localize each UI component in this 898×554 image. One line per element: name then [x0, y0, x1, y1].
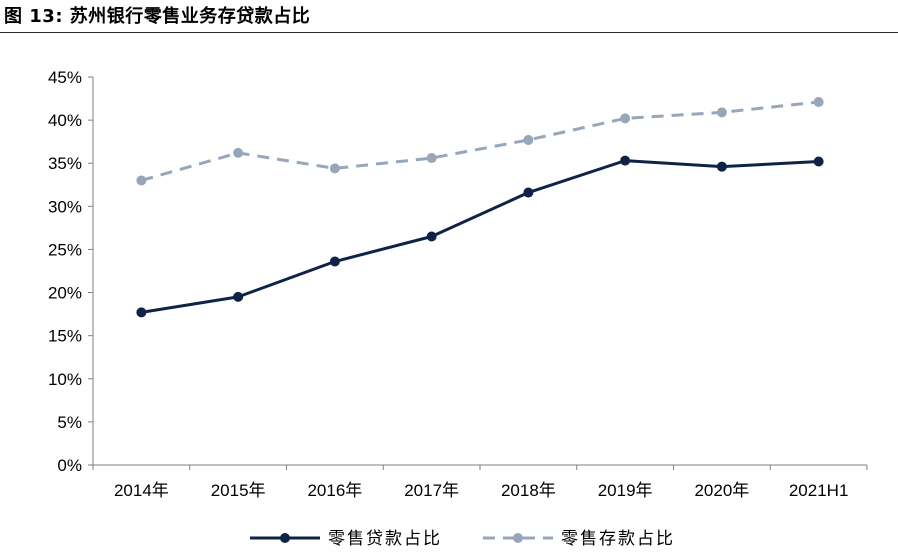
x-tick-label: 2016年 [307, 481, 362, 500]
x-tick-label: 2017年 [404, 481, 459, 500]
x-tick-label: 2020年 [694, 481, 749, 500]
x-tick-label: 2014年 [114, 481, 169, 500]
y-tick-label: 0% [57, 456, 82, 475]
y-axis-ticks: 0% 5% 10% 15% 20% 25% 30% 35% 40% 45% [48, 68, 93, 475]
data-point [329, 163, 340, 174]
chart-axes [92, 77, 867, 466]
chart-series [136, 97, 824, 318]
data-point [813, 97, 824, 108]
data-point [136, 307, 147, 318]
chart-legend: 零售贷款占比 零售存款占比 [250, 529, 675, 549]
legend-label: 零售贷款占比 [328, 529, 442, 549]
data-point [233, 147, 244, 158]
data-point [426, 231, 437, 242]
title-divider [0, 32, 898, 33]
y-tick-label: 25% [48, 240, 82, 259]
data-point [426, 153, 437, 164]
y-tick-label: 30% [48, 197, 82, 216]
y-tick-label: 15% [48, 327, 82, 346]
data-point [813, 156, 824, 167]
data-point [716, 161, 727, 172]
data-point [329, 256, 340, 267]
x-tick-label: 2018年 [501, 481, 556, 500]
x-tick-label: 2019年 [598, 481, 653, 500]
x-tick-label: 2021H1 [789, 481, 849, 500]
y-tick-label: 20% [48, 284, 82, 303]
series-line [141, 159, 819, 314]
data-point [620, 155, 631, 166]
data-point [233, 291, 244, 302]
legend-label: 零售存款占比 [561, 529, 675, 549]
x-tick-label: 2015年 [211, 481, 266, 500]
y-tick-label: 10% [48, 370, 82, 389]
legend-marker [513, 533, 523, 543]
y-tick-label: 35% [48, 154, 82, 173]
y-tick-label: 45% [48, 68, 82, 87]
data-point [523, 187, 534, 198]
y-tick-label: 5% [57, 413, 82, 432]
data-point [716, 107, 727, 118]
data-point [136, 175, 147, 186]
data-point [523, 134, 534, 145]
legend-marker [280, 533, 290, 543]
data-point [620, 113, 631, 124]
series-line [140, 100, 819, 182]
x-axis-ticks: 2014年 2015年 2016年 2017年 2018年 2019年 2020年 2021H… [92, 465, 868, 500]
figure-title: 图 13: 苏州银行零售业务存贷款占比 [4, 6, 311, 27]
y-tick-label: 40% [48, 111, 82, 130]
